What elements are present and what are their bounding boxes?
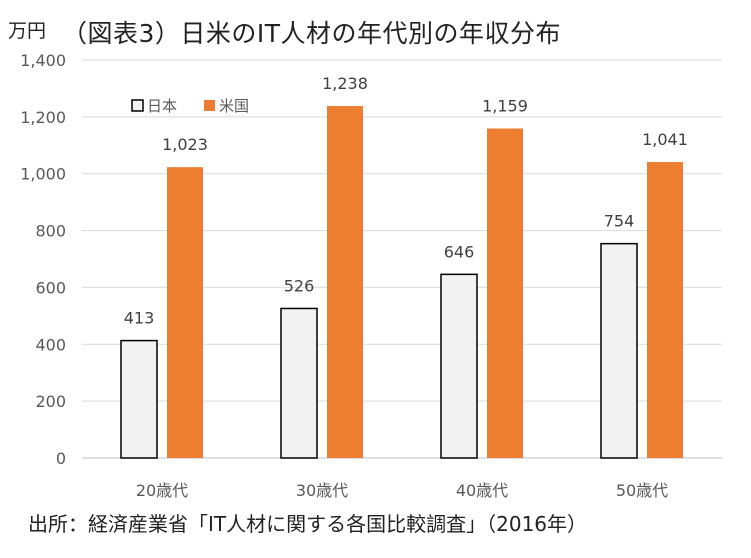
y-tick-label: 1,400 — [20, 51, 66, 70]
bar-日本 — [280, 307, 318, 459]
y-tick-label: 1,200 — [20, 108, 66, 127]
data-label: 1,041 — [642, 130, 688, 149]
y-tick-label: 1,000 — [20, 165, 66, 184]
chart-title: （図表3）日米のIT人材の年代別の年収分布 — [62, 19, 562, 48]
legend-swatch — [204, 100, 215, 111]
data-label: 754 — [604, 212, 635, 231]
bar-米国 — [487, 128, 523, 458]
y-tick-label: 600 — [35, 278, 66, 297]
x-tick-label: 50歳代 — [616, 481, 668, 500]
x-tick-label: 20歳代 — [136, 481, 188, 500]
legend-label: 米国 — [219, 97, 249, 115]
data-label: 1,159 — [482, 97, 528, 116]
y-tick-label: 800 — [35, 222, 66, 241]
bar-米国 — [327, 106, 363, 458]
bar-日本 — [600, 242, 638, 459]
y-tick-label: 200 — [35, 392, 66, 411]
data-label: 1,023 — [162, 135, 208, 154]
source-note: 出所：経済産業省「IT人材に関する各国比較調査」（2016年） — [28, 512, 588, 536]
data-label: 413 — [124, 309, 155, 328]
legend-swatch — [131, 99, 144, 112]
bar-米国 — [647, 162, 683, 458]
data-label: 1,238 — [322, 74, 368, 93]
bar-米国 — [167, 167, 203, 458]
x-tick-label: 30歳代 — [296, 481, 348, 500]
data-label: 526 — [284, 276, 315, 295]
bar-日本 — [120, 339, 158, 459]
x-tick-label: 40歳代 — [456, 481, 508, 500]
bar-日本 — [440, 273, 478, 459]
y-axis-unit: 万円 — [8, 20, 47, 42]
legend-label: 日本 — [147, 97, 177, 115]
y-tick-label: 0 — [56, 449, 66, 468]
data-label: 646 — [444, 242, 475, 261]
y-tick-label: 400 — [35, 335, 66, 354]
